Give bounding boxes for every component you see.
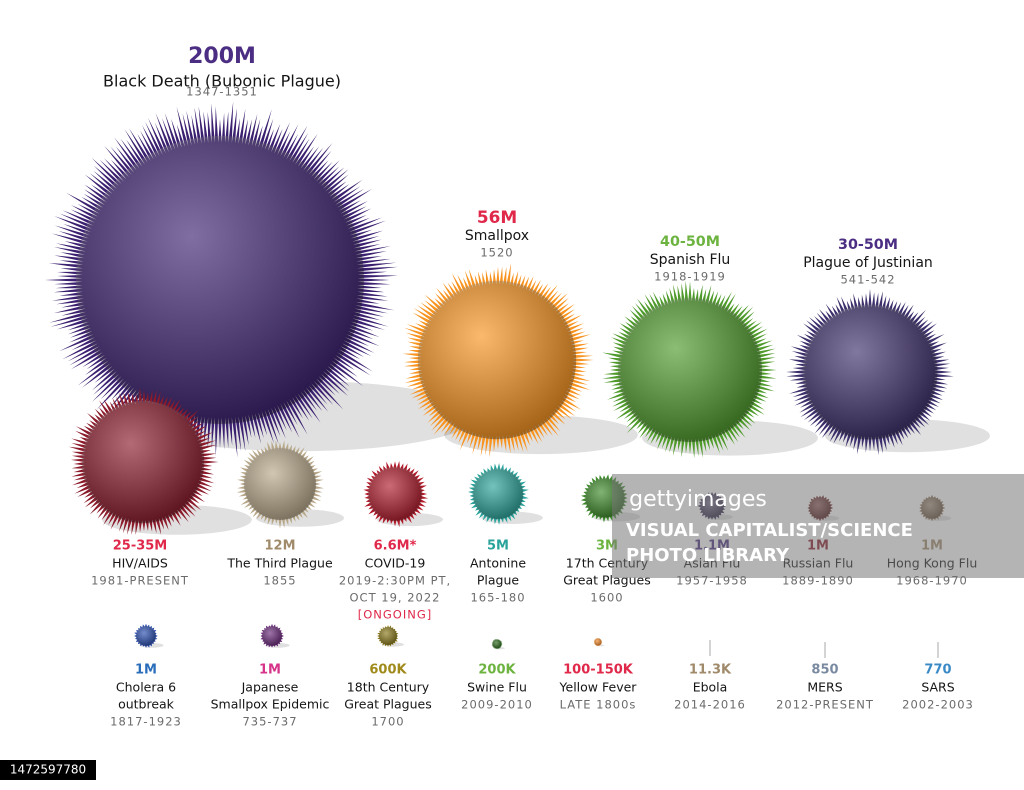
virus-shade	[368, 467, 422, 521]
virus-shade	[472, 468, 524, 520]
dates: OCT 19, 2022	[350, 591, 441, 605]
virus-shade	[76, 136, 364, 424]
disease-name: Yellow Fever	[559, 680, 638, 695]
disease-name: Plague of Justinian	[803, 255, 933, 271]
dates: LATE 1800s	[560, 698, 637, 712]
watermark: gettyimages VISUAL CAPITALIST/SCIENCE PH…	[612, 474, 1024, 578]
death-toll: 30-50M	[838, 237, 898, 253]
disease-name: Spanish Flu	[650, 252, 731, 268]
watermark-brand: gettyimages	[629, 487, 767, 512]
virus-shade	[244, 448, 316, 520]
virus-shade	[379, 627, 397, 645]
dates: 2014-2016	[674, 698, 746, 712]
disease-name: 18th Century	[347, 680, 430, 695]
death-toll: 25-35M	[113, 539, 168, 554]
dates: 2009-2010	[461, 698, 533, 712]
death-toll: 200K	[478, 663, 516, 678]
id-bar	[0, 760, 96, 780]
disease-name: Japanese	[241, 680, 299, 695]
dates: 2002-2003	[902, 698, 974, 712]
death-toll: 200M	[188, 44, 256, 69]
virus-shade	[618, 298, 762, 442]
virus-shade	[594, 638, 602, 646]
disease-name: Antonine	[470, 556, 526, 571]
death-toll: 12M	[264, 539, 295, 554]
disease-name: Cholera 6	[116, 680, 176, 695]
death-toll: 100-150K	[563, 663, 634, 678]
death-toll: 1M	[259, 663, 281, 678]
disease-name: Black Death (Bubonic Plague)	[103, 72, 341, 91]
disease-name: COVID-19	[365, 556, 426, 571]
dates: 1700	[371, 715, 404, 729]
dates: 1918-1919	[654, 270, 726, 284]
disease-name: SARS	[921, 680, 954, 695]
virus-shade	[802, 304, 938, 440]
disease-name: Swine Flu	[467, 680, 527, 695]
death-toll: 40-50M	[660, 234, 720, 250]
virus-illustrations	[44, 101, 990, 658]
dates: 541-542	[840, 273, 895, 287]
death-toll: 11.3K	[689, 663, 732, 678]
death-toll: 5M	[487, 539, 509, 554]
virus-shade	[417, 280, 577, 440]
disease-name: Ebola	[693, 680, 728, 695]
dates: 1855	[263, 574, 296, 588]
dates: [ONGOING]	[358, 608, 433, 622]
disease-name: HIV/AIDS	[112, 556, 168, 571]
disease-name: Plague	[477, 573, 520, 588]
death-toll: 6.6M*	[374, 539, 417, 554]
death-toll: 850	[811, 663, 838, 678]
death-toll: 1M	[135, 663, 157, 678]
disease-name: outbreak	[118, 697, 175, 712]
disease-name: The Third Plague	[226, 556, 333, 571]
dates: 1981-PRESENT	[91, 574, 189, 588]
virus-shade	[492, 639, 502, 649]
dates: 1520	[480, 246, 513, 260]
dates: 2012-PRESENT	[776, 698, 874, 712]
dates: 165-180	[470, 591, 525, 605]
dates: 735-737	[242, 715, 297, 729]
image-id: 1472597780	[10, 763, 86, 777]
watermark-box	[612, 474, 1024, 578]
death-toll: 770	[924, 663, 951, 678]
disease-name: Great Plagues	[344, 697, 432, 712]
watermark-credit: VISUAL CAPITALIST/SCIENCE	[626, 520, 913, 541]
disease-name: Smallpox Epidemic	[211, 697, 330, 712]
dates: 1600	[590, 591, 623, 605]
watermark-credit: PHOTO LIBRARY	[626, 545, 790, 566]
virus-shade	[136, 626, 156, 646]
dates: 1817-1923	[110, 715, 182, 729]
virus-shade	[81, 400, 205, 524]
disease-name: Smallpox	[465, 228, 529, 244]
virus-shade	[262, 626, 282, 646]
dates: 1347-1351	[186, 85, 258, 99]
death-toll: 56M	[477, 207, 517, 227]
dates: 2019-2:30PM PT,	[339, 574, 451, 588]
disease-name: MERS	[807, 680, 842, 695]
death-toll: 600K	[369, 663, 407, 678]
